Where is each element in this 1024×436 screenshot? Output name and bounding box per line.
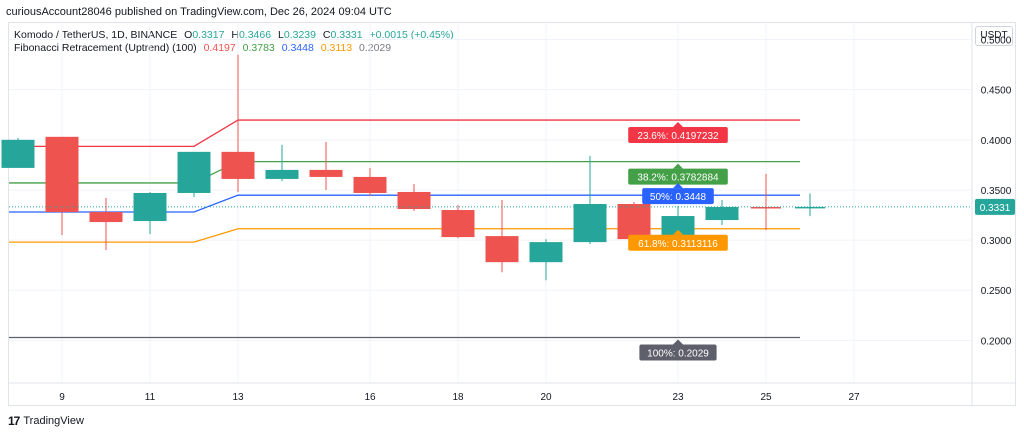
candle-body: [221, 151, 255, 179]
fib-legend[interactable]: Fibonacci Retracement (Uptrend) (100) 0.…: [14, 42, 391, 54]
y-tick-label: 0.2500: [981, 286, 1012, 297]
x-tick-label: 25: [760, 392, 772, 403]
candle-body: [529, 242, 563, 263]
symbol-name: Komodo / TetherUS, 1D, BINANCE: [14, 29, 178, 41]
fib-label-text: 100%: 0.2029: [647, 348, 709, 359]
candle-body: [617, 204, 651, 240]
x-tick-label: 18: [452, 392, 464, 403]
low-value: 0.3239: [283, 29, 316, 41]
change-value: +0.0015 (+0.45%): [369, 29, 454, 41]
x-tick-label: 20: [540, 392, 552, 403]
fib-label-text: 23.6%: 0.4197232: [637, 131, 719, 142]
candle-body: [397, 191, 431, 210]
y-tick-label: 0.5000: [981, 36, 1012, 47]
y-tick-label: 0.3500: [981, 186, 1012, 197]
fib-line-23-6: [9, 119, 800, 147]
candle-body: [265, 169, 299, 179]
fib-indicator-name: Fibonacci Retracement (Uptrend) (100): [14, 42, 197, 54]
fib-label-pointer: [673, 122, 683, 128]
x-tick-label: 27: [848, 392, 860, 403]
fib-label-text: 50%: 0.3448: [650, 192, 707, 203]
candle-body: [751, 207, 781, 209]
x-tick-label: 9: [59, 392, 65, 403]
x-tick-label: 16: [364, 392, 376, 403]
brand-name: TradingView: [23, 415, 84, 427]
footer-brand[interactable]: 17 TradingView: [8, 414, 84, 428]
y-tick-label: 0.4000: [981, 136, 1012, 147]
fib-label-pointer: [673, 163, 683, 169]
fib-label-badge: [639, 344, 717, 361]
candle-body: [661, 216, 695, 239]
x-tick-label: 11: [145, 392, 156, 403]
fib-label-pointer: [673, 229, 683, 235]
fib-legend-100: 0.2029: [359, 42, 392, 54]
last-price-label: 0.3331: [980, 203, 1011, 214]
x-tick-label: 13: [232, 392, 244, 403]
fib-label-pointer: [673, 339, 683, 345]
fib-label-text: 61.8%: 0.3113116: [638, 239, 718, 250]
symbol-legend: Komodo / TetherUS, 1D, BINANCE O0.3317 H…: [14, 29, 454, 41]
currency-button[interactable]: USDT: [975, 26, 1013, 46]
high-value: 0.3466: [238, 29, 272, 41]
close-label: C: [322, 29, 331, 41]
high-label: H: [231, 29, 239, 41]
fib-legend-618: 0.3113: [320, 42, 353, 54]
fib-label-text: 38.2%: 0.3782884: [637, 173, 719, 184]
fib-label-badge: [642, 188, 714, 205]
candle-body: [309, 169, 343, 177]
fib-legend-236: 0.4197: [203, 42, 236, 54]
candle-body: [89, 212, 123, 223]
candle-body: [573, 204, 607, 243]
low-label: L: [278, 29, 284, 41]
candle-body: [45, 136, 79, 213]
open-value: 0.3317: [192, 29, 225, 41]
candle-body: [795, 206, 825, 209]
fib-label-badge: [628, 234, 728, 251]
y-tick-label: 0.3000: [981, 236, 1012, 247]
published-header: curiousAccount28046 published on Trading…: [6, 6, 392, 18]
last-price-badge: [975, 198, 1015, 215]
candle-body: [353, 176, 387, 193]
fib-legend-382: 0.3783: [242, 42, 275, 54]
open-label: O: [184, 29, 193, 41]
fib-label-badge: [628, 127, 728, 144]
candle-body: [177, 151, 211, 193]
x-tick-label: 23: [672, 392, 684, 403]
fib-line-61-8: [9, 228, 800, 243]
chart-frame: [8, 22, 1016, 406]
candle-body: [485, 236, 519, 263]
fib-label-pointer: [673, 183, 683, 189]
candle-body: [1, 139, 35, 168]
fib-legend-50: 0.3448: [281, 42, 314, 54]
close-value: 0.3331: [330, 29, 363, 41]
fib-line-38-2: [9, 160, 800, 184]
candle-body: [705, 207, 739, 221]
tradingview-logo-icon: 17: [8, 414, 20, 428]
y-tick-label: 0.2000: [981, 336, 1012, 347]
candle-body: [441, 210, 475, 238]
y-tick-label: 0.4500: [981, 86, 1012, 97]
fib-label-badge: [628, 168, 728, 185]
